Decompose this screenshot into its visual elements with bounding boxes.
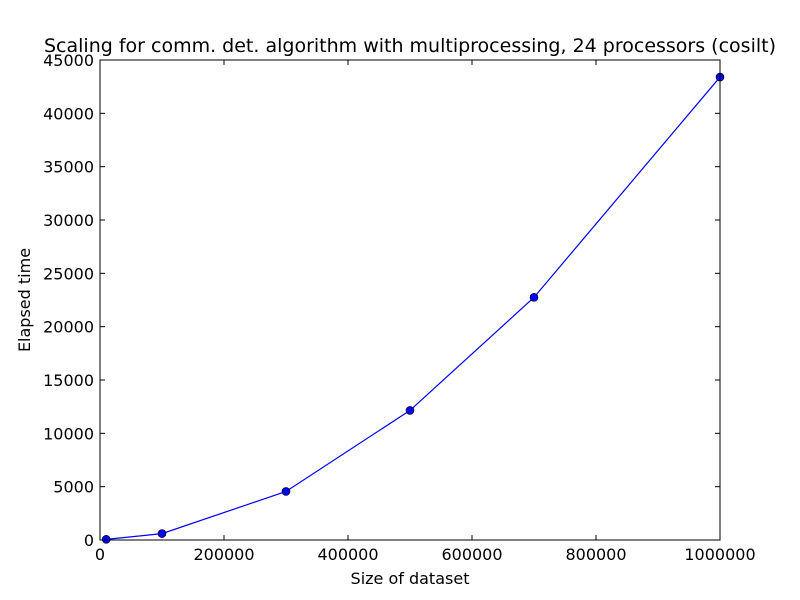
y-tick-label: 10000 [43, 424, 94, 443]
y-tick-label: 20000 [43, 318, 94, 337]
y-tick-label: 35000 [43, 158, 94, 177]
y-axis-label: Elapsed time [15, 248, 34, 352]
x-tick-label: 0 [95, 545, 105, 564]
x-tick-label: 600000 [441, 545, 502, 564]
data-point [157, 529, 167, 538]
data-point [281, 487, 291, 496]
plot-frame [99, 59, 721, 541]
series-layer [101, 72, 725, 544]
x-tick-label: 400000 [317, 545, 378, 564]
chart-title: Scaling for comm. det. algorithm with mu… [44, 35, 776, 57]
ticks-layer: 0 200000 400000 600000 800000 1000000 0 5000 100… [43, 51, 756, 564]
y-tick-label: 40000 [43, 104, 94, 123]
data-point [101, 535, 111, 544]
series-line [106, 76, 721, 540]
x-tick-label: 800000 [565, 545, 626, 564]
y-tick-label: 25000 [43, 264, 94, 283]
y-tick-label: 45000 [43, 51, 94, 70]
y-tick-label: 30000 [43, 211, 94, 230]
y-tick-label: 0 [84, 531, 94, 550]
data-point [405, 406, 415, 415]
x-tick-label: 200000 [193, 545, 254, 564]
y-tick-label: 15000 [43, 371, 94, 390]
data-point [529, 293, 539, 302]
x-axis-label: Size of dataset [351, 569, 470, 588]
y-tick-label: 5000 [53, 478, 94, 497]
x-tick-label: 1000000 [684, 545, 755, 564]
